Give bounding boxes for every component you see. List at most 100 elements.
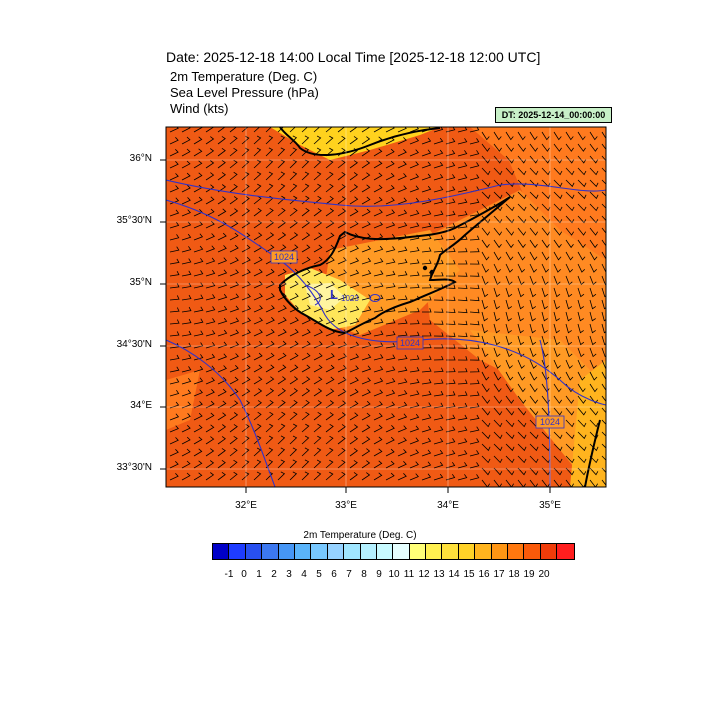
wind-barb — [193, 172, 203, 181]
wind-barb — [481, 287, 489, 298]
wind-barb — [565, 395, 575, 404]
wind-barb — [229, 183, 238, 193]
wind-barb — [169, 234, 180, 241]
wind-barb — [565, 275, 573, 286]
wind-barb — [601, 395, 606, 403]
wind-barb — [421, 390, 432, 397]
wind-barb — [421, 137, 432, 145]
wind-barb — [193, 245, 204, 253]
wind-barb — [517, 275, 525, 286]
wind-barb — [325, 412, 334, 421]
wind-barb — [529, 395, 539, 404]
wind-barb — [289, 364, 299, 373]
wind-barb — [421, 331, 432, 337]
wind-barb — [229, 171, 238, 181]
wind-barb — [421, 222, 432, 229]
wind-barb — [337, 341, 348, 349]
wind-barb — [553, 335, 561, 346]
wind-barb — [397, 307, 408, 313]
wind-barb — [313, 293, 323, 301]
wind-barb — [481, 251, 490, 261]
wind-barb — [313, 423, 322, 433]
wind-barb — [289, 183, 298, 193]
wind-barb — [265, 127, 272, 133]
wind-barb — [529, 251, 538, 261]
wind-barb — [325, 135, 334, 145]
wind-barb — [553, 347, 561, 358]
colorbar-swatch — [458, 544, 476, 559]
lon-label: 33°E — [335, 500, 357, 511]
wind-barb — [445, 473, 456, 481]
wind-barb — [301, 127, 308, 133]
wind-barb — [361, 472, 371, 481]
wind-barb — [385, 389, 396, 397]
colorbar-label: 10 — [388, 569, 400, 580]
wind-barb — [445, 379, 456, 385]
wind-barb — [205, 472, 215, 481]
wind-barb — [577, 179, 587, 188]
wind-barb — [601, 287, 606, 298]
wind-barb — [325, 341, 335, 349]
wind-barb — [205, 306, 216, 313]
wind-barb — [493, 191, 503, 200]
wind-barb — [589, 263, 597, 273]
wind-barb — [277, 411, 286, 421]
wind-barb — [505, 299, 513, 310]
wind-barb — [445, 198, 456, 205]
wind-barb — [493, 179, 503, 188]
wind-barb — [445, 391, 456, 397]
wind-barb — [385, 342, 396, 349]
wind-barb — [541, 167, 551, 176]
wind-barb — [361, 330, 372, 337]
wind-barb — [493, 359, 501, 369]
wind-barb — [601, 479, 606, 486]
wind-barb — [301, 220, 310, 229]
wind-barb — [301, 317, 311, 325]
wind-barb — [493, 143, 502, 152]
wind-barb — [445, 426, 456, 433]
wind-barb — [325, 435, 334, 445]
wind-barb — [169, 161, 179, 169]
lat-label: 35°30'N — [116, 215, 152, 226]
wind-barb — [589, 347, 597, 358]
wind-barb — [277, 207, 286, 217]
wind-barb — [241, 471, 250, 481]
wind-barb — [349, 281, 360, 289]
wind-barb — [553, 179, 563, 188]
wind-barb — [601, 215, 606, 222]
wind-barb — [517, 467, 527, 476]
wind-barb — [337, 208, 347, 217]
wind-barb — [385, 246, 396, 253]
wind-barb — [205, 365, 216, 373]
wind-barb — [169, 137, 179, 145]
wind-barb — [349, 208, 359, 217]
wind-barb — [373, 389, 384, 397]
wind-barb — [349, 257, 360, 265]
colorbar-swatch — [491, 544, 509, 559]
wind-barb — [325, 376, 335, 385]
wind-barb — [553, 275, 561, 286]
wind-barb — [589, 467, 599, 476]
wind-barb — [193, 306, 204, 313]
wind-barb — [481, 407, 491, 416]
wind-barb — [229, 208, 239, 217]
wind-barb — [205, 389, 215, 397]
colorbar-label: -1 — [224, 569, 234, 580]
wind-barb — [601, 251, 606, 260]
wind-barb — [301, 411, 310, 421]
wind-barb — [493, 131, 502, 141]
wind-barb — [313, 232, 323, 241]
wind-barb — [457, 162, 468, 169]
colorbar-swatch — [344, 544, 361, 559]
wind-barb — [397, 185, 407, 193]
wind-barb — [241, 376, 251, 385]
wind-barb — [458, 260, 468, 265]
wind-barb — [361, 136, 371, 145]
wind-barb — [505, 371, 514, 381]
wind-barb — [349, 317, 360, 325]
island-marker — [429, 269, 435, 275]
wind-barb — [301, 305, 311, 313]
wind-barb — [205, 160, 215, 169]
wind-barb — [469, 162, 480, 169]
wind-barb — [445, 402, 456, 409]
